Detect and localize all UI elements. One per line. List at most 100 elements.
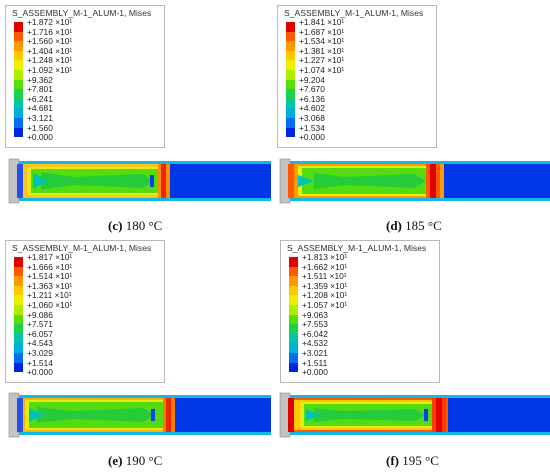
legend-swatch [286, 98, 295, 109]
legend-swatch [14, 31, 23, 42]
legend-swatch [286, 22, 295, 32]
legend-value: +0.000 [27, 367, 53, 378]
legend-value: +1.813 ×10¹ [302, 252, 348, 262]
legend-value: +9.086 [27, 309, 53, 320]
legend-value: +1.666 ×10¹ [27, 261, 73, 272]
legend-swatch [14, 295, 23, 305]
legend-swatches [14, 22, 23, 138]
legend-swatch [289, 352, 298, 363]
caption-temperature: 190 °C [125, 453, 163, 468]
legend-value: +1.227 ×10¹ [299, 55, 345, 66]
legend-value: +0.000 [299, 132, 325, 143]
legend-swatch [289, 266, 298, 277]
caption-c: (c) 180 °C [108, 218, 162, 234]
legend-value: +1.363 ×10¹ [27, 280, 73, 291]
legend-swatch [14, 343, 23, 353]
legend-swatch [14, 314, 23, 325]
legend-value: +6.042 [302, 328, 328, 339]
legend-swatch [289, 257, 298, 267]
legend-swatch [289, 304, 298, 315]
legend-value: +3.068 [299, 112, 325, 123]
legend-swatch [14, 41, 23, 51]
legend-value: +1.511 ×10¹ [302, 271, 347, 282]
legend-swatch [14, 304, 23, 315]
stress-contour-d [274, 155, 550, 207]
legend-swatch [14, 127, 23, 138]
legend-value: +7.571 [27, 319, 53, 330]
legend-value: +4.543 [27, 338, 53, 349]
legend-swatch [14, 285, 23, 296]
legend-value: +1.560 [27, 122, 53, 133]
legend-swatch [286, 60, 295, 70]
legend-title: S_ASSEMBLY_M-1_ALUM-1, Mises [284, 8, 424, 18]
legend-value: +1.074 ×10¹ [299, 64, 345, 75]
legend-value: +7.670 [299, 84, 325, 95]
legend-value: +0.000 [302, 367, 328, 378]
legend-swatch [286, 89, 295, 99]
legend-swatch [14, 117, 23, 128]
caption-letter: (d) [386, 218, 402, 233]
legend-value: +1.560 ×10¹ [27, 36, 73, 47]
legend-value: +1.841 ×10¹ [299, 17, 345, 27]
legend-title: S_ASSEMBLY_M-1_ALUM-1, Mises [12, 243, 152, 253]
legend-value: +1.511 [302, 357, 328, 368]
legend-swatch [286, 41, 295, 51]
legend-value: +0.000 [27, 132, 53, 143]
legend-value: +1.817 ×10¹ [27, 252, 73, 262]
legend-value: +1.872 ×10¹ [27, 17, 73, 27]
legend-value: +1.060 ×10¹ [27, 299, 73, 310]
legend-value: +4.532 [302, 338, 328, 349]
stress-contour-f [274, 389, 550, 441]
legend-value: +1.057 ×10¹ [302, 299, 348, 310]
legend-swatch [14, 324, 23, 334]
legend-value: +3.029 [27, 347, 53, 358]
legend-swatch [286, 50, 295, 61]
legend-labels: +1.813 ×10¹ +1.662 ×10¹ +1.511 ×10¹ +1.3… [302, 252, 348, 378]
caption-letter: (e) [108, 453, 123, 468]
legend-swatch [286, 79, 295, 90]
legend-labels: +1.817 ×10¹ +1.666 ×10¹ +1.514 ×10¹ +1.3… [27, 252, 73, 378]
legend-swatch [289, 295, 298, 305]
legend-value: +1.534 [299, 122, 325, 133]
legend-swatch [14, 266, 23, 277]
legend-value: +3.121 [27, 112, 53, 123]
legend-e: S_ASSEMBLY_M-1_ALUM-1, Mises +1.817 ×10¹… [5, 240, 165, 383]
legend-value: +6.136 [299, 93, 325, 104]
legend-swatch [14, 22, 23, 32]
legend-swatches [289, 257, 298, 373]
legend-value: +7.801 [27, 84, 53, 95]
legend-value: +9.204 [299, 74, 325, 85]
legend-swatch [14, 60, 23, 70]
caption-temperature: 180 °C [125, 218, 163, 233]
legend-value: +3.021 [302, 347, 328, 358]
legend-value: +1.514 [27, 357, 53, 368]
legend-swatches [14, 257, 23, 373]
legend-swatches [286, 22, 295, 138]
legend-swatch [289, 285, 298, 296]
legend-swatch [286, 127, 295, 138]
legend-d: S_ASSEMBLY_M-1_ALUM-1, Mises +1.841 ×10¹… [277, 5, 437, 148]
legend-value: +1.716 ×10¹ [27, 26, 73, 37]
legend-value: +1.687 ×10¹ [299, 26, 345, 37]
legend-value: +9.063 [302, 309, 328, 320]
caption-d: (d) 185 °C [386, 218, 442, 234]
legend-swatch [286, 31, 295, 42]
legend-swatch [286, 117, 295, 128]
legend-swatch [14, 79, 23, 90]
caption-temperature: 185 °C [405, 218, 442, 233]
caption-f: (f) 195 °C [386, 453, 439, 469]
legend-value: +9.362 [27, 74, 53, 85]
legend-f: S_ASSEMBLY_M-1_ALUM-1, Mises +1.813 ×10¹… [280, 240, 440, 383]
legend-value: +7.553 [302, 319, 328, 330]
legend-value: +1.208 ×10¹ [302, 290, 348, 301]
legend-swatch [14, 108, 23, 118]
legend-swatch [14, 89, 23, 99]
legend-value: +1.534 ×10¹ [299, 36, 345, 47]
legend-swatch [289, 276, 298, 286]
legend-swatch [14, 352, 23, 363]
legend-title: S_ASSEMBLY_M-1_ALUM-1, Mises [287, 243, 427, 253]
caption-e: (e) 190 °C [108, 453, 162, 469]
legend-value: +1.404 ×10¹ [27, 45, 73, 56]
legend-swatch [14, 362, 23, 373]
legend-swatch [14, 69, 23, 80]
